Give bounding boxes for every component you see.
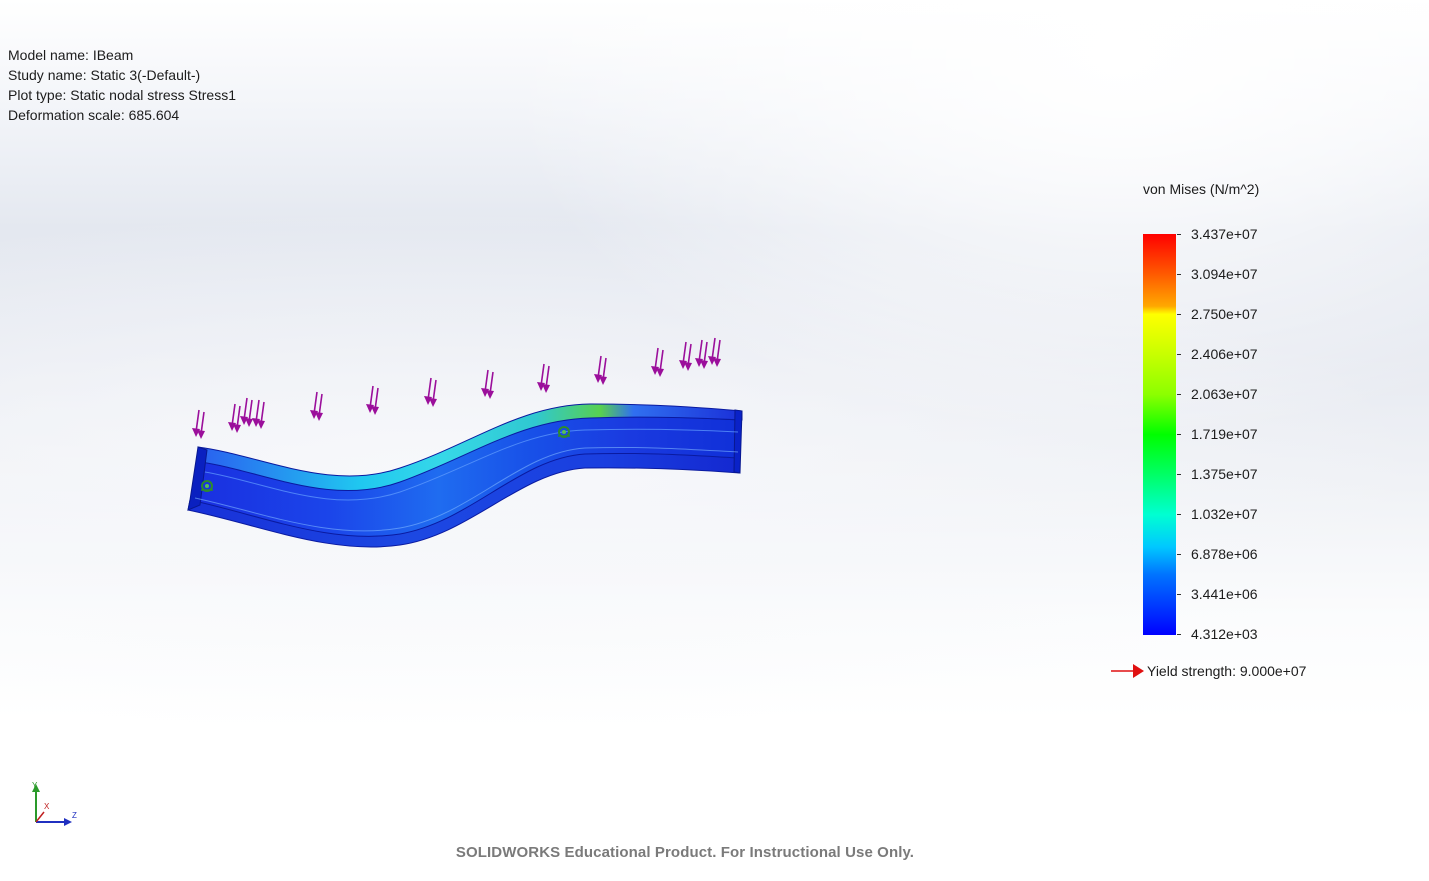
legend-tick-mark xyxy=(1177,634,1181,635)
orientation-triad[interactable]: Y X Z xyxy=(22,776,82,832)
legend-tick-label: 2.406e+07 xyxy=(1191,346,1258,362)
downward-arrow-icon xyxy=(245,399,253,427)
legend-tick-mark xyxy=(1177,354,1181,355)
triad-x-label: X xyxy=(44,802,50,811)
legend-tick-label: 1.032e+07 xyxy=(1191,506,1258,522)
downward-arrow-icon xyxy=(257,401,265,429)
triad-z-label: Z xyxy=(72,811,77,820)
legend-tick-label: 2.063e+07 xyxy=(1191,386,1258,402)
study-info-panel: Model name: IBeam Study name: Static 3(-… xyxy=(8,45,236,125)
legend-tick-label: 2.750e+07 xyxy=(1191,306,1258,322)
beam-end-face xyxy=(187,446,208,511)
downward-arrow-icon xyxy=(486,371,494,399)
downward-arrow-icon xyxy=(315,393,323,421)
distributed-load-arrows[interactable] xyxy=(192,337,721,439)
plot-type-text: Plot type: Static nodal stress Stress1 xyxy=(8,87,236,103)
downward-arrow-icon xyxy=(371,387,379,415)
downward-arrow-icon xyxy=(197,411,205,439)
legend-tick-mark xyxy=(1177,434,1181,435)
i-beam-model[interactable] xyxy=(187,403,743,548)
legend-tick-mark xyxy=(1177,474,1181,475)
web-edge-line xyxy=(204,428,739,501)
yield-strength-indicator: Yield strength: 9.000e+07 xyxy=(1110,661,1306,681)
legend-tick-label: 4.312e+03 xyxy=(1191,626,1258,642)
right-arrow-icon xyxy=(1111,664,1144,678)
beam-far-end xyxy=(733,409,743,474)
downward-arrow-icon xyxy=(713,339,721,367)
legend-tick-label: 1.375e+07 xyxy=(1191,466,1258,482)
legend-tick-mark xyxy=(1177,234,1181,235)
study-name-text: Study name: Static 3(-Default-) xyxy=(8,67,201,83)
legend-tick-mark xyxy=(1177,514,1181,515)
downward-arrow-icon xyxy=(684,343,692,371)
bottom-flange-edge xyxy=(194,446,739,532)
downward-arrow-icon xyxy=(700,341,708,369)
legend-tick-label: 6.878e+06 xyxy=(1191,546,1258,562)
downward-arrow-icon xyxy=(429,379,437,407)
legend-tick-label: 3.441e+06 xyxy=(1191,586,1258,602)
triad-y-label: Y xyxy=(32,781,38,790)
legend-tick-label: 3.094e+07 xyxy=(1191,266,1258,282)
stress-colorbar xyxy=(1143,234,1176,635)
fixture-left[interactable] xyxy=(201,480,213,492)
downward-arrow-icon xyxy=(233,405,241,433)
downward-arrow-icon xyxy=(542,365,550,393)
downward-arrow-icon xyxy=(656,349,664,377)
deformation-scale-text: Deformation scale: 685.604 xyxy=(8,107,180,123)
legend-title: von Mises (N/m^2) xyxy=(1143,181,1260,197)
legend-tick-label: 3.437e+07 xyxy=(1191,226,1258,242)
model-name-text: Model name: IBeam xyxy=(8,47,134,63)
legend-tick-mark xyxy=(1177,594,1181,595)
legend-tick-mark xyxy=(1177,274,1181,275)
legend-tick-label: 1.719e+07 xyxy=(1191,426,1258,442)
legend-tick-mark xyxy=(1177,554,1181,555)
downward-arrow-icon xyxy=(599,357,607,385)
yield-strength-label: Yield strength: 9.000e+07 xyxy=(1147,663,1307,679)
educational-watermark: SOLIDWORKS Educational Product. For Inst… xyxy=(455,844,915,861)
legend-tick-mark xyxy=(1177,314,1181,315)
fixture-middle[interactable] xyxy=(558,426,570,438)
legend-tick-mark xyxy=(1177,394,1181,395)
